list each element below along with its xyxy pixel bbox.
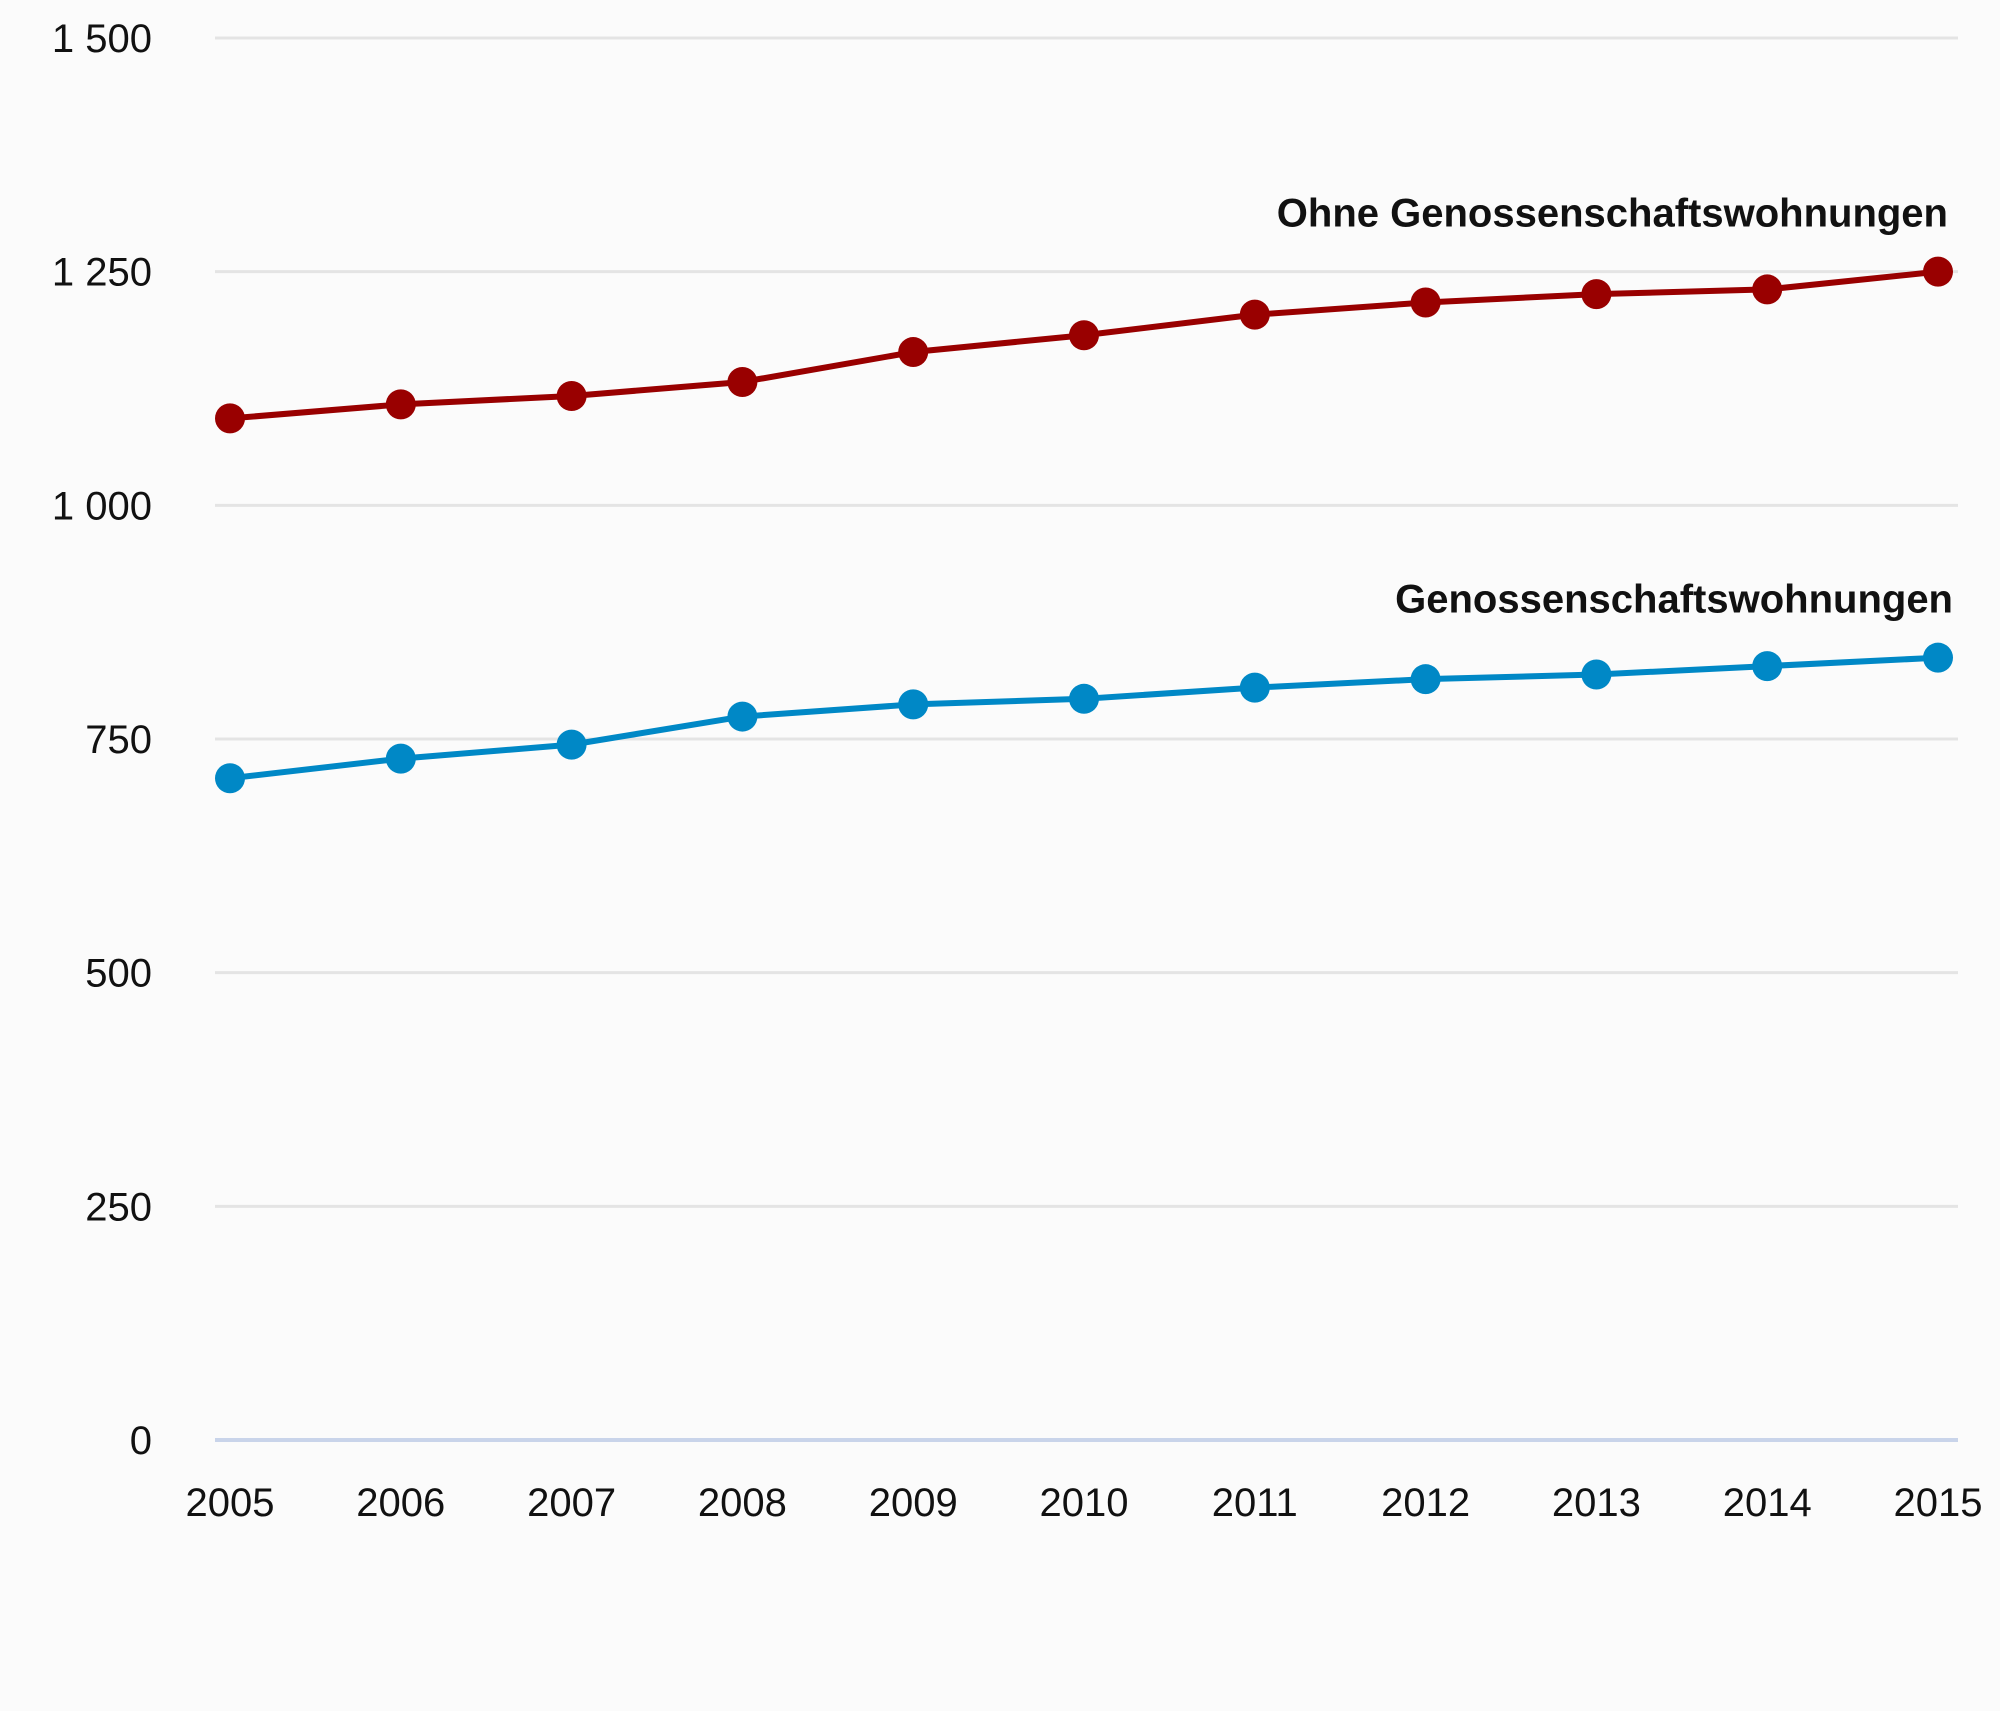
data-point (1410, 287, 1441, 318)
y-tick-label: 500 (85, 952, 152, 996)
data-point (1410, 664, 1441, 695)
data-point (1752, 274, 1783, 305)
x-tick-label: 2011 (1212, 1481, 1298, 1525)
y-tick-label: 1 000 (52, 484, 152, 528)
x-tick-label: 2008 (698, 1481, 787, 1525)
x-tick-label: 2006 (356, 1481, 445, 1525)
series-label: Genossenschaftswohnungen (1395, 578, 1953, 622)
series-label: Ohne Genossenschaftswohnungen (1277, 192, 1948, 236)
x-tick-label: 2014 (1723, 1481, 1812, 1525)
y-tick-label: 1 250 (52, 251, 152, 295)
y-tick-label: 750 (85, 718, 152, 762)
series-labels: Ohne Genossenschaftswohnungen Genossensch… (1277, 192, 1953, 622)
x-tick-label: 2009 (869, 1481, 958, 1525)
x-tick-label: 2012 (1381, 1481, 1470, 1525)
grid-layer (215, 36, 1958, 1442)
y-tick-label: 250 (85, 1185, 152, 1229)
data-point (727, 366, 758, 397)
data-point (385, 389, 416, 420)
data-point (385, 743, 416, 774)
data-point (898, 689, 929, 720)
data-point (1581, 279, 1612, 310)
x-tick-label: 2010 (1040, 1481, 1129, 1525)
data-point (1069, 683, 1099, 714)
y-axis-labels: 0 250 500 750 1 000 1 250 1 500 (52, 17, 152, 1463)
data-point (215, 403, 245, 434)
data-point (1923, 256, 1953, 287)
data-point (1239, 299, 1270, 330)
x-tick-label: 2015 (1894, 1481, 1983, 1525)
x-tick-label: 2013 (1552, 1481, 1641, 1525)
data-point (1069, 320, 1099, 351)
data-point (556, 729, 587, 760)
data-point (556, 380, 587, 411)
y-tick-label: 0 (130, 1419, 152, 1463)
data-point (898, 337, 929, 368)
data-point (1752, 651, 1783, 682)
data-point (215, 763, 245, 794)
series-line (227, 654, 1941, 782)
series-layer (215, 256, 1953, 794)
y-tick-label: 1 500 (52, 17, 152, 61)
data-point (1923, 642, 1953, 673)
x-axis-labels: 2005 2006 2007 2008 2009 2010 2011 2012 2013 2014… (186, 1481, 1983, 1525)
x-tick-label: 2007 (527, 1481, 616, 1525)
data-point (727, 701, 758, 732)
data-point (1239, 672, 1270, 703)
data-point (1581, 659, 1612, 690)
x-tick-label: 2005 (186, 1481, 275, 1525)
